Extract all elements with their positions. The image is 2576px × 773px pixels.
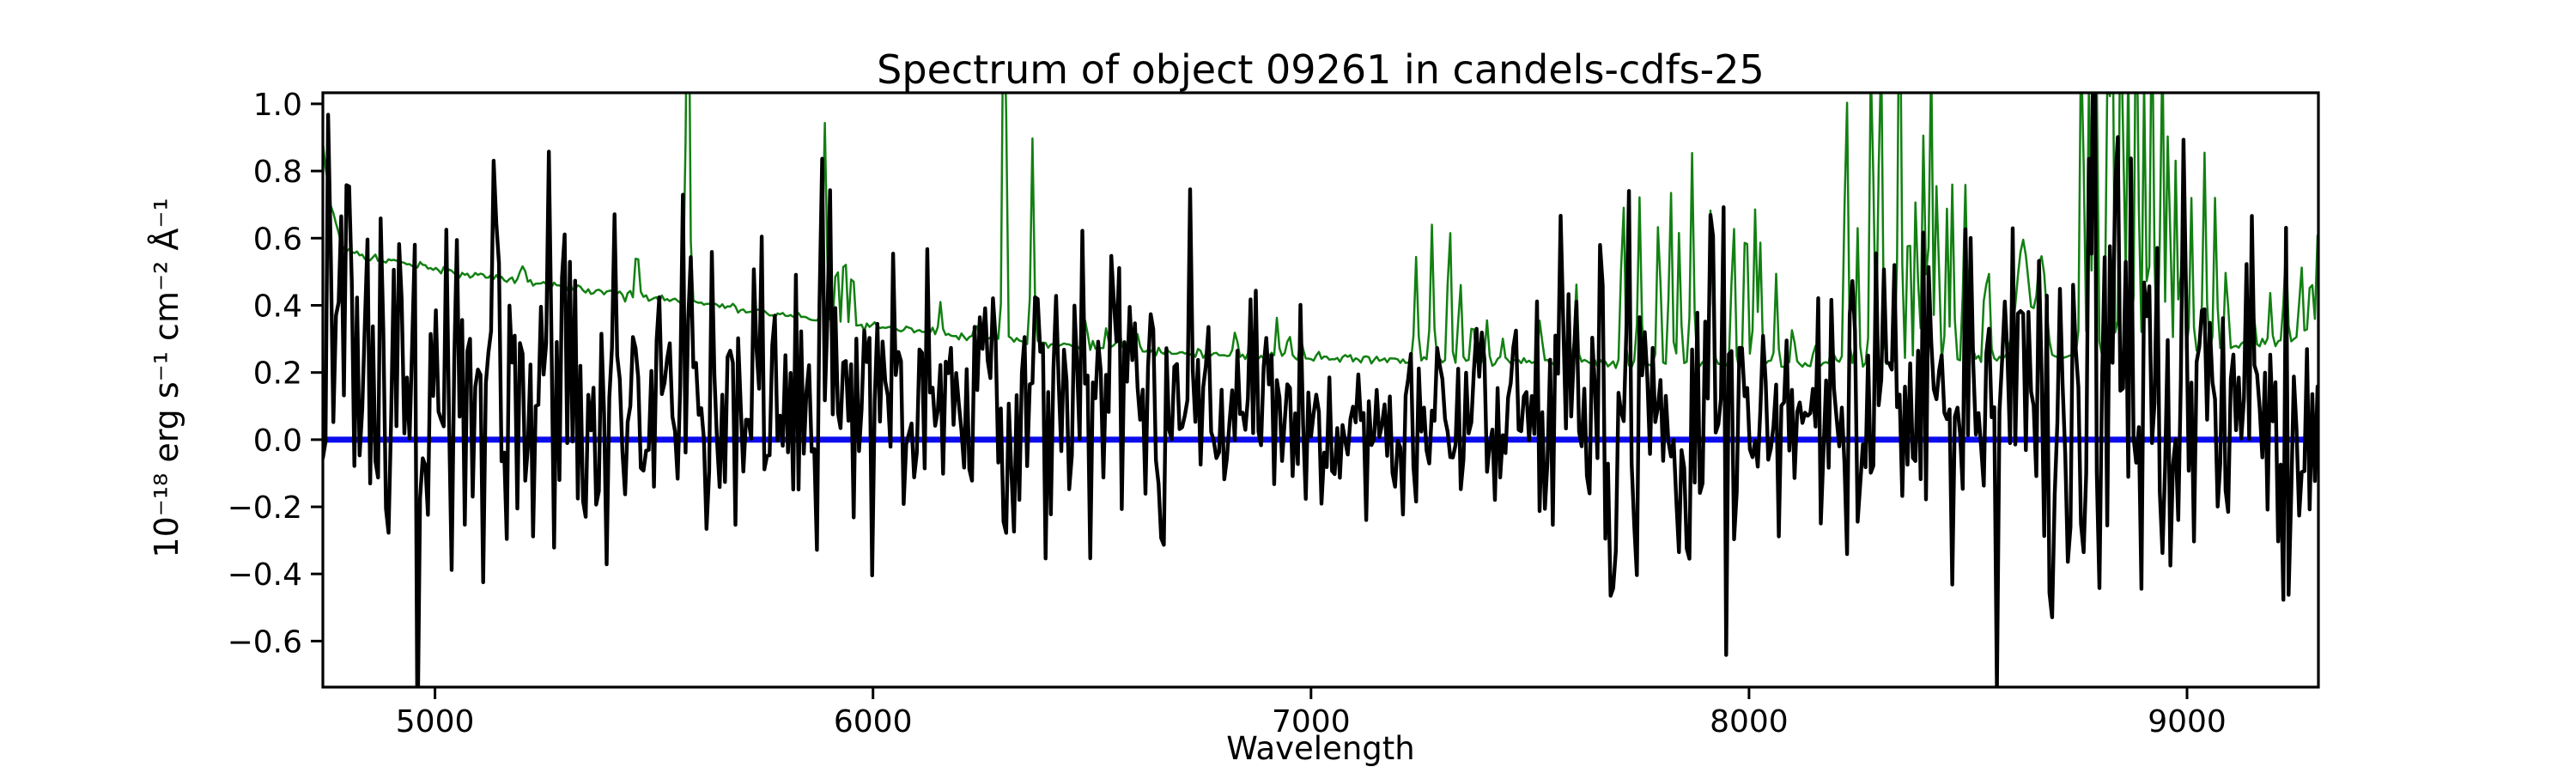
y-axis-ticks: −0.6 −0.4 −0.2 0.0 0.2 0.4 0.6 0.8 1.0 (228, 88, 323, 660)
x-tick-label: 9000 (2148, 704, 2227, 740)
y-tick-label: 0.0 (253, 423, 302, 459)
y-axis-label: 10⁻¹⁸ erg s⁻¹ cm⁻² Å⁻¹ (148, 198, 185, 557)
y-tick-label: 1.0 (253, 88, 302, 123)
chart-title: Spectrum of object 09261 in candels-cdfs… (877, 46, 1765, 93)
y-tick-label: −0.6 (228, 624, 302, 660)
y-tick-label: 0.8 (253, 155, 302, 190)
y-tick-label: −0.4 (228, 557, 302, 593)
flux-spectrum-line (323, 93, 2318, 687)
y-tick-label: 0.4 (253, 289, 302, 325)
plot-area (323, 93, 2318, 687)
sky-spectrum-line (323, 93, 2318, 372)
x-tick-label: 5000 (396, 704, 475, 740)
plot-background (323, 93, 2318, 687)
y-tick-label: 0.2 (253, 356, 302, 392)
x-axis-label: Wavelength (1226, 730, 1415, 767)
x-axis-ticks: 5000 6000 7000 8000 9000 (396, 687, 2227, 740)
y-tick-label: −0.2 (228, 490, 302, 526)
y-tick-label: 0.6 (253, 222, 302, 257)
x-tick-label: 7000 (1272, 704, 1351, 740)
axes-spines (321, 91, 2320, 689)
x-tick-label: 8000 (1710, 704, 1789, 740)
x-tick-label: 6000 (834, 704, 913, 740)
